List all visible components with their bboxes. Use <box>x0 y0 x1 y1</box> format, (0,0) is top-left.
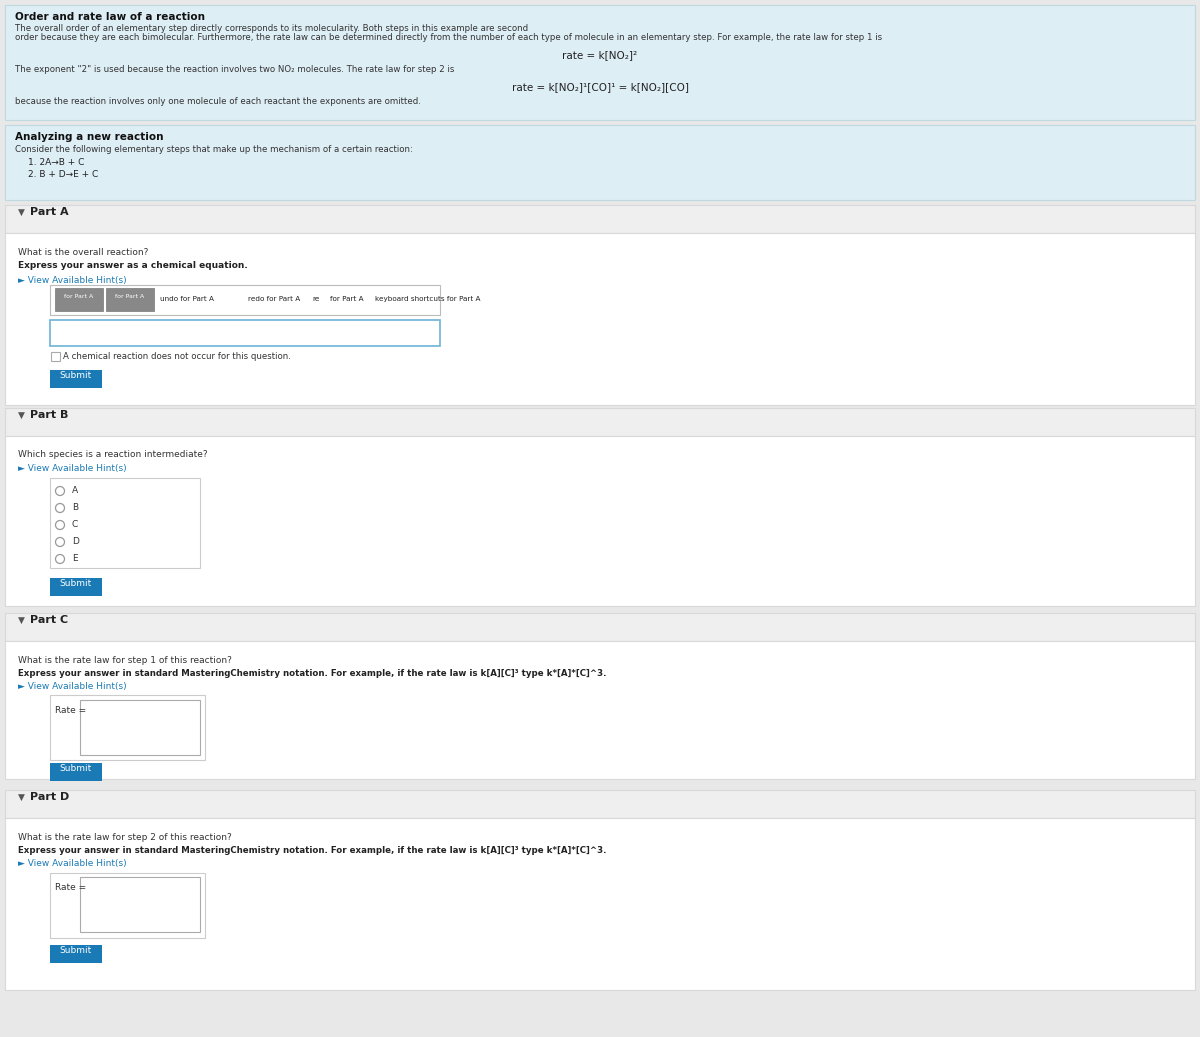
Text: Consider the following elementary steps that make up the mechanism of a certain : Consider the following elementary steps … <box>14 145 413 155</box>
Text: Part B: Part B <box>30 410 68 420</box>
Text: ► View Available Hint(s): ► View Available Hint(s) <box>18 682 127 691</box>
Text: Submit: Submit <box>60 946 92 955</box>
Text: The overall order of an elementary step directly corresponds to its molecularity: The overall order of an elementary step … <box>14 24 530 33</box>
Text: ▼: ▼ <box>18 616 25 625</box>
Text: E: E <box>72 554 78 563</box>
FancyBboxPatch shape <box>5 613 1195 641</box>
FancyBboxPatch shape <box>50 873 205 938</box>
Text: A: A <box>72 486 78 495</box>
Text: for Part A: for Part A <box>115 295 145 299</box>
Text: 1. 2A→B + C: 1. 2A→B + C <box>28 158 84 167</box>
FancyBboxPatch shape <box>50 285 440 315</box>
Text: ► View Available Hint(s): ► View Available Hint(s) <box>18 276 127 285</box>
FancyBboxPatch shape <box>5 233 1195 405</box>
Text: Submit: Submit <box>60 764 92 773</box>
Text: Rate =: Rate = <box>55 882 86 892</box>
FancyBboxPatch shape <box>106 288 154 311</box>
FancyBboxPatch shape <box>80 877 200 932</box>
Text: rate = k[NO₂]¹[CO]¹ = k[NO₂][CO]: rate = k[NO₂]¹[CO]¹ = k[NO₂][CO] <box>511 82 689 92</box>
FancyBboxPatch shape <box>55 288 103 311</box>
Text: undo for Part A: undo for Part A <box>160 296 214 302</box>
Text: D: D <box>72 537 79 546</box>
Text: redo for Part A: redo for Part A <box>248 296 300 302</box>
Text: Submit: Submit <box>60 579 92 588</box>
FancyBboxPatch shape <box>50 695 205 760</box>
Text: Express your answer in standard MasteringChemistry notation. For example, if the: Express your answer in standard Masterin… <box>18 669 606 678</box>
Text: ▼: ▼ <box>18 411 25 420</box>
Text: Part A: Part A <box>30 207 68 217</box>
Text: Part C: Part C <box>30 615 68 625</box>
Text: order because they are each bimolecular. Furthermore, the rate law can be determ: order because they are each bimolecular.… <box>14 33 882 43</box>
FancyBboxPatch shape <box>50 370 102 388</box>
Text: Rate =: Rate = <box>55 706 86 714</box>
Text: ▼: ▼ <box>18 208 25 217</box>
Text: What is the overall reaction?: What is the overall reaction? <box>18 248 149 257</box>
Text: What is the rate law for step 1 of this reaction?: What is the rate law for step 1 of this … <box>18 656 232 665</box>
FancyBboxPatch shape <box>5 205 1195 233</box>
FancyBboxPatch shape <box>5 5 1195 120</box>
FancyBboxPatch shape <box>5 641 1195 779</box>
FancyBboxPatch shape <box>5 436 1195 606</box>
Text: The exponent "2" is used because the reaction involves two NO₂ molecules. The ra: The exponent "2" is used because the rea… <box>14 65 455 74</box>
Text: re: re <box>312 296 319 302</box>
Text: A chemical reaction does not occur for this question.: A chemical reaction does not occur for t… <box>64 352 290 361</box>
FancyBboxPatch shape <box>5 790 1195 818</box>
Text: What is the rate law for step 2 of this reaction?: What is the rate law for step 2 of this … <box>18 833 232 842</box>
FancyBboxPatch shape <box>80 700 200 755</box>
Text: Express your answer in standard MasteringChemistry notation. For example, if the: Express your answer in standard Masterin… <box>18 846 606 854</box>
FancyBboxPatch shape <box>50 478 200 568</box>
FancyBboxPatch shape <box>50 945 102 963</box>
Text: for Part A: for Part A <box>330 296 364 302</box>
Text: ► View Available Hint(s): ► View Available Hint(s) <box>18 859 127 868</box>
FancyBboxPatch shape <box>50 320 440 346</box>
Text: 2. B + D→E + C: 2. B + D→E + C <box>28 170 98 179</box>
Text: B: B <box>72 503 78 512</box>
Text: ► View Available Hint(s): ► View Available Hint(s) <box>18 464 127 473</box>
FancyBboxPatch shape <box>50 578 102 596</box>
Text: Express your answer as a chemical equation.: Express your answer as a chemical equati… <box>18 261 247 270</box>
Text: C: C <box>72 520 78 529</box>
Text: Part D: Part D <box>30 792 70 802</box>
Text: because the reaction involves only one molecule of each reactant the exponents a: because the reaction involves only one m… <box>14 97 421 106</box>
Text: Submit: Submit <box>60 371 92 380</box>
Text: for Part A: for Part A <box>65 295 94 299</box>
Text: ▼: ▼ <box>18 793 25 802</box>
FancyBboxPatch shape <box>5 408 1195 436</box>
Text: keyboard shortcuts for Part A: keyboard shortcuts for Part A <box>374 296 480 302</box>
FancyBboxPatch shape <box>50 352 60 361</box>
FancyBboxPatch shape <box>5 125 1195 200</box>
Text: Order and rate law of a reaction: Order and rate law of a reaction <box>14 12 205 22</box>
Text: Analyzing a new reaction: Analyzing a new reaction <box>14 132 163 142</box>
FancyBboxPatch shape <box>5 818 1195 990</box>
Text: Which species is a reaction intermediate?: Which species is a reaction intermediate… <box>18 450 208 459</box>
FancyBboxPatch shape <box>50 763 102 781</box>
Text: rate = k[NO₂]²: rate = k[NO₂]² <box>563 50 637 60</box>
